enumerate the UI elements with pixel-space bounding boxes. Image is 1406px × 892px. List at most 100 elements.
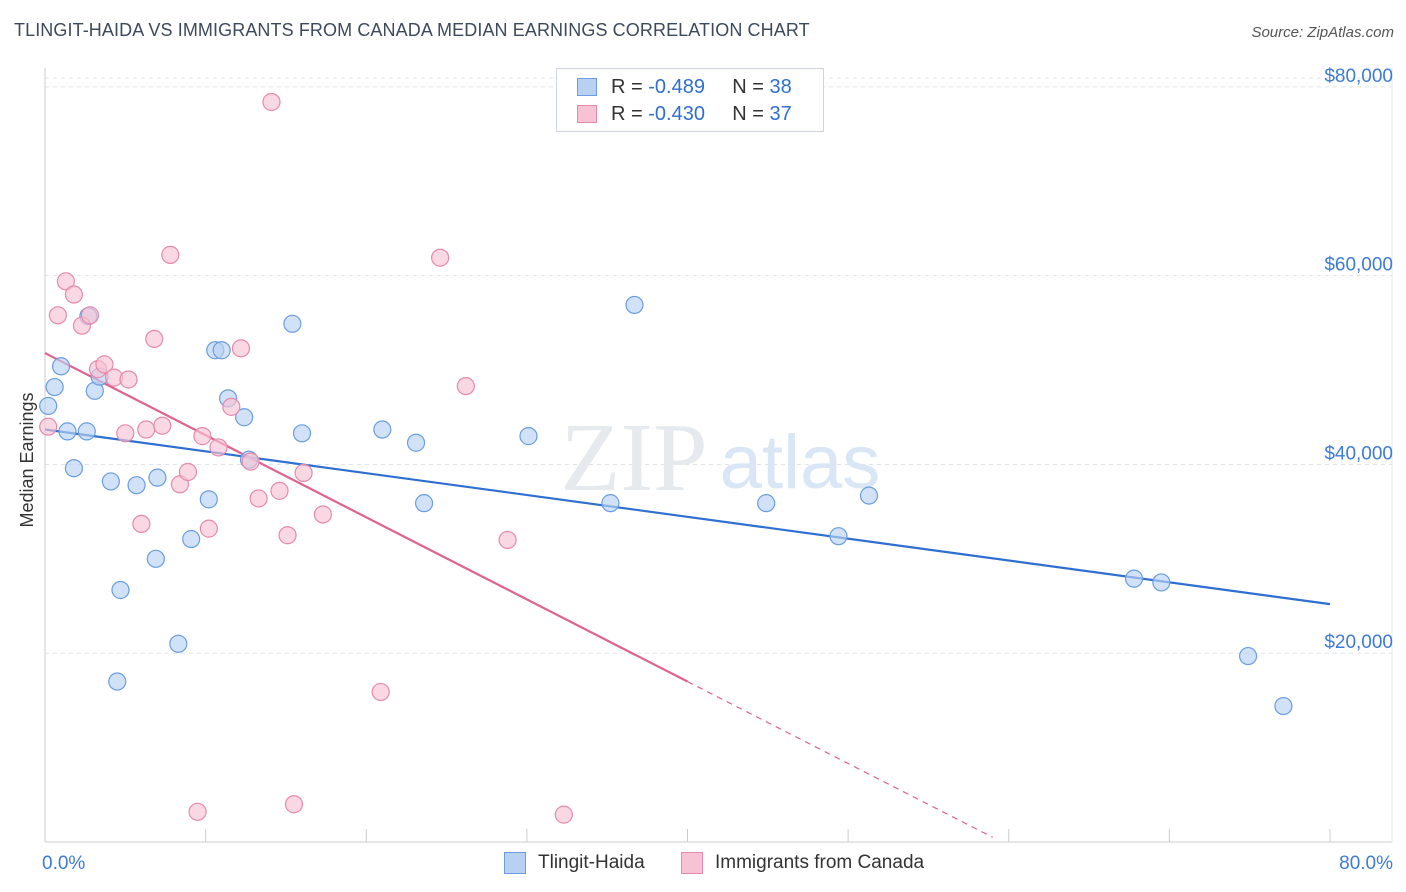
point-tlingit-haida	[1124, 569, 1144, 588]
chart-title: TLINGIT-HAIDA VS IMMIGRANTS FROM CANADA …	[14, 20, 810, 40]
point-tlingit-haida	[148, 468, 167, 487]
x-tick-label-min: 0.0%	[42, 853, 85, 874]
legend-r-label: R =	[611, 102, 643, 125]
legend-row-tlingit-haida: R = -0.489 N = 38	[577, 75, 792, 99]
point-immigrants-canada	[39, 417, 58, 436]
point-tlingit-haida	[1152, 573, 1171, 592]
point-immigrants-canada	[178, 462, 198, 482]
bottom-legend-item-tlingit-haida[interactable]: Tlingit-Haida	[504, 852, 645, 874]
point-immigrants-canada	[48, 306, 67, 325]
point-immigrants-canada	[262, 92, 281, 112]
stats-legend: R = -0.489 N = 38 R = -0.430 N = 37	[556, 68, 824, 132]
point-immigrants-canada	[64, 285, 84, 304]
source-label: Source: ZipAtlas.com	[1251, 24, 1394, 41]
bottom-swatch-pink	[681, 852, 703, 874]
point-immigrants-canada	[278, 526, 297, 545]
legend-r-label: R =	[611, 75, 643, 98]
point-immigrants-canada	[56, 272, 75, 291]
point-tlingit-haida	[182, 529, 201, 549]
point-immigrants-canada	[137, 420, 156, 439]
point-tlingit-haida	[199, 490, 218, 509]
point-immigrants-canada	[116, 424, 135, 443]
point-immigrants-canada	[132, 514, 151, 534]
tick-labels: $20,000 $40,000 $60,000 $80,000 0.0% 80.0%	[42, 66, 1393, 874]
point-tlingit-haida	[414, 494, 434, 513]
axes	[44, 68, 1393, 843]
y-tick-label: $60,000	[1324, 255, 1393, 276]
point-tlingit-haida	[39, 396, 58, 416]
point-tlingit-haida	[373, 420, 392, 439]
y-tick-label: $80,000	[1324, 66, 1393, 87]
bottom-legend-item-immigrants-canada[interactable]: Immigrants from Canada	[681, 852, 924, 874]
trend-line-immigrants-canada-dashed	[687, 681, 993, 838]
point-tlingit-haida	[406, 433, 426, 452]
legend-r-value-2: -0.430	[648, 102, 705, 125]
point-immigrants-canada	[313, 505, 332, 524]
watermark-atlas: atlas	[720, 420, 881, 505]
point-immigrants-canada	[498, 530, 517, 550]
point-immigrants-canada	[294, 463, 313, 483]
point-tlingit-haida	[101, 472, 120, 491]
point-tlingit-haida	[45, 377, 64, 397]
point-tlingit-haida	[235, 408, 254, 427]
legend-r-value-1: -0.489	[648, 75, 705, 98]
point-tlingit-haida	[77, 422, 96, 441]
point-immigrants-canada	[371, 682, 390, 702]
point-immigrants-canada	[193, 427, 212, 446]
grid-lines	[45, 77, 1392, 654]
legend-n-value-1: 38	[769, 75, 792, 98]
point-tlingit-haida	[64, 459, 84, 478]
y-tick-label: $40,000	[1324, 443, 1393, 464]
point-immigrants-canada	[199, 519, 218, 538]
point-immigrants-canada	[119, 370, 138, 389]
watermark-zip: ZIP	[561, 404, 708, 512]
point-immigrants-canada	[249, 489, 268, 508]
point-immigrants-canada	[284, 795, 304, 814]
point-tlingit-haida	[859, 486, 879, 505]
point-tlingit-haida	[146, 549, 165, 568]
point-tlingit-haida	[169, 634, 188, 653]
watermark: ZIP atlas	[561, 404, 881, 512]
point-immigrants-canada	[231, 339, 251, 358]
point-tlingit-haida	[519, 427, 538, 446]
point-immigrants-canada	[95, 355, 114, 374]
point-immigrants-canada	[188, 802, 207, 821]
point-tlingit-haida	[1274, 696, 1293, 716]
y-axis-label: Median Earnings	[17, 392, 37, 527]
point-tlingit-haida	[108, 672, 127, 691]
point-tlingit-haida	[51, 357, 71, 376]
point-immigrants-canada	[554, 805, 573, 824]
point-immigrants-canada	[80, 306, 100, 325]
point-immigrants-canada	[161, 245, 180, 264]
point-immigrants-canada	[431, 248, 450, 267]
point-tlingit-haida	[127, 476, 146, 495]
legend-n-label: N =	[732, 102, 764, 125]
point-tlingit-haida	[1238, 646, 1258, 666]
point-immigrants-canada	[209, 438, 228, 457]
data-points	[39, 92, 1293, 824]
x-tick-label-max: 80.0%	[1339, 853, 1393, 874]
point-immigrants-canada	[145, 329, 164, 348]
y-tick-label: $20,000	[1324, 632, 1393, 653]
point-tlingit-haida	[625, 295, 644, 315]
point-tlingit-haida	[829, 527, 848, 546]
point-immigrants-canada	[456, 376, 475, 396]
point-immigrants-canada	[153, 416, 172, 435]
point-tlingit-haida	[58, 422, 77, 441]
point-tlingit-haida	[111, 580, 130, 600]
point-immigrants-canada	[270, 481, 289, 500]
point-tlingit-haida	[212, 341, 231, 360]
legend-n-value-2: 37	[769, 102, 792, 125]
point-immigrants-canada	[241, 452, 260, 471]
point-tlingit-haida	[601, 494, 620, 513]
trend-line-immigrants-canada	[44, 352, 689, 683]
legend-swatch-blue	[577, 78, 597, 96]
bottom-swatch-blue	[504, 852, 526, 874]
point-immigrants-canada	[222, 397, 241, 416]
point-tlingit-haida	[292, 424, 312, 443]
point-tlingit-haida	[757, 494, 776, 513]
bottom-legend: Tlingit-Haida Immigrants from Canada	[0, 852, 1406, 876]
legend-row-immigrants-canada: R = -0.430 N = 37	[577, 102, 792, 126]
point-tlingit-haida	[283, 314, 302, 333]
